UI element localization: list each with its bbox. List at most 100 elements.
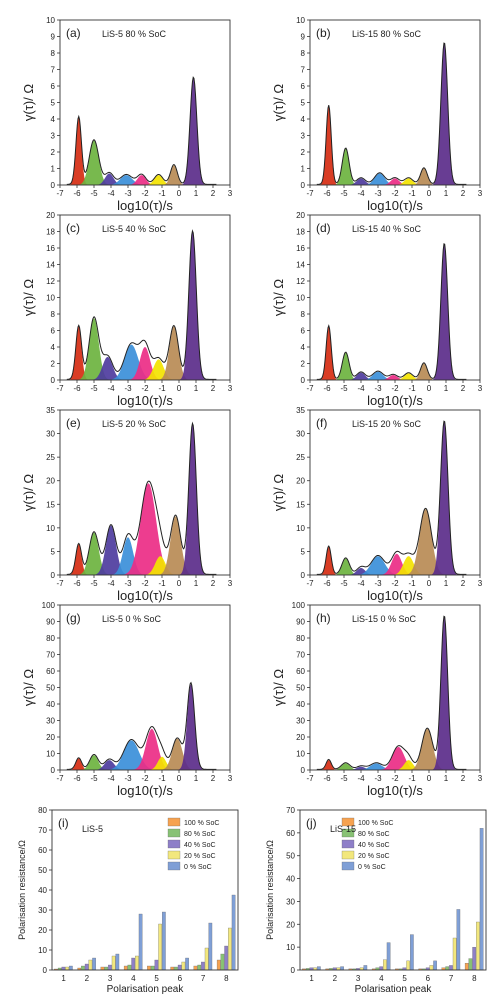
x-tick-label: -6	[73, 189, 81, 198]
legend-label: 20 % SoC	[184, 853, 216, 860]
peak-5	[376, 553, 418, 575]
y-tick-label: 90	[46, 618, 55, 627]
y-axis-label: γ(τ)/ Ω	[271, 669, 286, 707]
y-tick-label: 8	[51, 49, 56, 58]
bar-8-1	[216, 959, 221, 971]
x-tick-label: -2	[141, 579, 149, 588]
peak-8	[430, 243, 458, 380]
plot-frame	[299, 809, 487, 971]
x-tick-label: -5	[90, 189, 98, 198]
legend-swatch	[341, 861, 355, 871]
peak-3	[90, 760, 129, 770]
chart-title: LiS-15 0 % SoC	[352, 614, 417, 624]
bar-1-3	[61, 966, 66, 971]
envelope-line	[66, 76, 217, 185]
x-tick-label: 2	[461, 189, 466, 198]
peak-7	[160, 165, 188, 185]
x-tick-label: -3	[124, 189, 132, 198]
y-tick-label: 30	[46, 717, 55, 726]
y-tick-label: 70	[296, 651, 305, 660]
bar-7-1	[193, 965, 198, 971]
x-tick-label: -6	[73, 774, 81, 783]
peak-6	[141, 175, 176, 185]
y-tick-label: 12	[46, 277, 55, 286]
y-tick-label: 9	[51, 33, 56, 42]
y-tick-label: 16	[296, 244, 305, 253]
chart-title: LiS-5 40 % SoC	[102, 224, 167, 234]
y-axis-label: Polarisation resistance/Ω	[17, 840, 27, 940]
bar-7-5	[208, 922, 213, 971]
x-tick-label: 3	[108, 974, 113, 983]
legend-label: 0 % SoC	[358, 864, 386, 871]
envelope-line	[316, 243, 467, 380]
y-tick-label: 4	[51, 115, 56, 124]
bar-4-2	[127, 964, 132, 971]
x-tick-label: -1	[158, 579, 166, 588]
panel-label: (d)	[316, 221, 331, 235]
x-tick-label: -6	[323, 579, 331, 588]
peak-1	[67, 544, 91, 575]
bar-7-2	[197, 964, 202, 971]
legend: 100 % SoC 80 % SoC 40 % SoC 20 % SoC 0 % SoC	[341, 817, 393, 871]
peak-8	[177, 231, 208, 380]
x-tick-label: -2	[391, 579, 399, 588]
y-tick-label: 90	[296, 618, 305, 627]
x-tick-label: 0	[427, 384, 432, 393]
peak-8	[429, 421, 460, 575]
x-tick-label: -3	[374, 579, 382, 588]
peak-1	[67, 117, 90, 185]
panel-label: (e)	[66, 416, 81, 430]
x-tick-label: -6	[73, 384, 81, 393]
x-tick-label: 1	[444, 384, 449, 393]
x-tick-label: 0	[427, 189, 432, 198]
x-axis-label: log10(τ)/s	[117, 393, 173, 408]
y-tick-label: 60	[286, 829, 295, 838]
y-tick-label: 20	[296, 477, 305, 486]
bar-7-3	[449, 965, 453, 971]
x-tick-label: -5	[340, 384, 348, 393]
peak-3	[344, 766, 378, 770]
y-tick-label: 10	[46, 524, 55, 533]
envelope-line	[66, 421, 217, 575]
x-tick-label: -7	[306, 579, 314, 588]
x-tick-label: 8	[224, 974, 229, 983]
bar-6-1	[170, 966, 175, 971]
peak-6	[391, 178, 426, 185]
x-tick-label: -2	[141, 189, 149, 198]
panel-7: -7 -6 -5 -4 -3 -2 -1 0 1 2 3 log10(τ)/s 0 10 20 30 40 50 6…	[21, 601, 233, 798]
x-tick-label: 2	[211, 579, 216, 588]
y-tick-label: 50	[286, 852, 295, 861]
y-tick-label: 5	[51, 99, 56, 108]
y-tick-label: 35	[296, 406, 305, 415]
peak-6	[138, 359, 179, 380]
y-tick-label: 70	[46, 651, 55, 660]
y-tick-label: 5	[51, 547, 56, 556]
legend-label: 40 % SoC	[358, 842, 390, 849]
bar-7-4	[452, 937, 457, 971]
peak-5	[124, 175, 159, 185]
y-tick-label: 0	[301, 766, 306, 775]
x-tick-label: -5	[340, 774, 348, 783]
legend-label: 100 % SoC	[184, 820, 219, 827]
y-tick-label: 18	[46, 228, 55, 237]
x-tick-label: 5	[154, 974, 159, 983]
bar-2-3	[84, 963, 89, 971]
panel-6: -7 -6 -5 -4 -3 -2 -1 0 1 2 3 log10(τ)/s 0 5 10 15 20 25 30…	[271, 406, 483, 603]
bar-4-3	[379, 966, 383, 971]
y-tick-label: 15	[46, 500, 55, 509]
peak-7	[155, 326, 193, 380]
y-tick-label: 9	[301, 33, 306, 42]
x-tick-label: 0	[177, 384, 182, 393]
x-tick-label: -3	[124, 774, 132, 783]
x-tick-label: 4	[379, 974, 384, 983]
x-tick-label: 0	[427, 774, 432, 783]
peak-4	[107, 537, 149, 575]
peak-1	[67, 758, 91, 770]
y-tick-label: 40	[38, 886, 47, 895]
peak-6	[139, 556, 181, 575]
x-tick-label: 2	[461, 384, 466, 393]
x-tick-label: -6	[323, 189, 331, 198]
y-tick-label: 10	[46, 16, 55, 25]
bar-8-3	[472, 946, 476, 971]
